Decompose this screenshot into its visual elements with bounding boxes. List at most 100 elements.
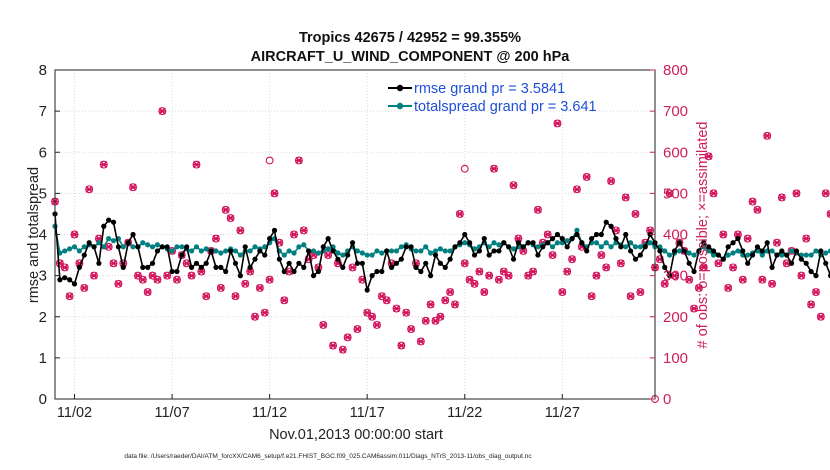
obs-possible-point <box>460 164 469 173</box>
obs-assimilated-point <box>153 276 162 284</box>
obs-assimilated-point <box>490 165 498 173</box>
obs-assimilated-point <box>631 210 640 218</box>
rmse-point <box>803 260 809 266</box>
rmse-point <box>637 252 643 258</box>
spread-point <box>442 248 448 254</box>
obs-assimilated-point <box>514 235 523 243</box>
obs-assimilated-point <box>422 317 430 325</box>
y-tick-label: 0 <box>39 391 47 408</box>
rmse-point <box>798 256 804 262</box>
obs-assimilated-point <box>827 210 830 218</box>
rmse-point <box>574 231 580 238</box>
rmse-point <box>193 260 200 266</box>
rmse-point <box>388 264 395 270</box>
spread-point <box>291 250 297 256</box>
obs-assimilated-point <box>212 235 220 243</box>
rmse-point <box>364 287 370 293</box>
rmse-point <box>662 264 668 270</box>
rmse-point <box>623 231 629 238</box>
rmse-point <box>62 275 68 281</box>
spread-point <box>603 240 609 246</box>
obs-assimilated-point <box>705 152 713 160</box>
obs-assimilated-point <box>480 288 488 296</box>
spread-point <box>325 246 331 252</box>
rmse-point <box>91 244 97 250</box>
rmse-point <box>569 236 575 242</box>
obs-assimilated-point <box>66 292 74 300</box>
rmse-point <box>608 223 614 229</box>
spread-point <box>149 244 156 250</box>
rmse-point <box>67 277 73 283</box>
obs-assimilated-point <box>592 272 601 280</box>
obs-assimilated-point <box>129 183 137 191</box>
spread-point <box>769 248 775 254</box>
obs-assimilated-point <box>773 239 781 247</box>
obs-assimilated-point <box>709 189 718 197</box>
obs-assimilated-point <box>734 230 742 239</box>
rmse-point <box>442 264 448 270</box>
rmse-point <box>320 244 326 250</box>
obs-assimilated-point <box>661 280 669 288</box>
obs-cross-stroke <box>827 210 830 215</box>
y-tick-label: 3 <box>39 268 47 285</box>
rmse-point <box>564 244 570 250</box>
obs-assimilated-point <box>505 272 513 280</box>
rmse-point <box>701 240 707 246</box>
rmse-point <box>247 264 253 270</box>
rmse-point <box>823 260 829 266</box>
obs-assimilated-point <box>768 280 776 288</box>
spread-point <box>130 244 136 250</box>
rmse-point <box>530 240 536 246</box>
spread-point <box>193 244 200 250</box>
spread-point <box>691 252 697 258</box>
obs-assimilated-point <box>300 226 308 234</box>
spread-point <box>237 252 243 258</box>
rmse-point <box>506 244 512 250</box>
rmse-point <box>198 264 204 270</box>
spread-point <box>447 248 453 254</box>
rmse-point <box>730 240 736 246</box>
x-axis-label: Nov.01,2013 00:00:00 start <box>269 427 443 443</box>
rmse-point <box>159 244 165 250</box>
obs-cross-stroke <box>827 213 830 218</box>
obs-assimilated-point <box>617 259 625 267</box>
obs-assimilated-point <box>587 292 596 300</box>
spread-point <box>213 248 219 254</box>
rmse-point <box>554 231 561 238</box>
obs-assimilated-point <box>236 226 244 234</box>
rmse-point <box>393 260 400 266</box>
obs-assimilated-point <box>417 337 425 345</box>
spread-point <box>359 250 365 256</box>
spread-point <box>198 248 204 254</box>
rmse-point <box>257 248 263 254</box>
y-axis-label: rmse and totalspread <box>26 167 42 303</box>
spread-point <box>759 252 765 258</box>
obs-assimilated-point <box>748 198 757 206</box>
spread-point <box>393 248 400 254</box>
spread-point <box>432 248 439 254</box>
rmse-point <box>549 236 556 242</box>
y-right-tick-label: 600 <box>663 144 688 161</box>
spread-point <box>188 248 195 254</box>
rmse-point <box>628 248 634 254</box>
spread-point <box>179 244 185 250</box>
y-right-tick-label: 500 <box>663 185 688 202</box>
rmse-point <box>676 240 682 246</box>
obs-assimilated-point <box>475 267 483 276</box>
rmse-point <box>642 244 648 250</box>
spread-point <box>252 244 258 250</box>
spread-point <box>710 252 717 258</box>
obs-assimilated-point <box>666 189 674 197</box>
rmse-point <box>740 248 746 254</box>
spread-point <box>632 244 639 250</box>
obs-assimilated-point <box>802 235 810 243</box>
rmse-point <box>559 236 565 242</box>
obs-assimilated-point <box>246 267 254 276</box>
rmse-point <box>671 248 678 254</box>
rmse-point <box>632 256 639 262</box>
rmse-point <box>686 260 692 266</box>
legend-rmse-label: rmse grand pr = 3.5841 <box>414 81 565 97</box>
obs-assimilated-point <box>344 333 352 341</box>
obs-assimilated-point <box>534 206 542 214</box>
obs-assimilated-point <box>270 189 279 197</box>
